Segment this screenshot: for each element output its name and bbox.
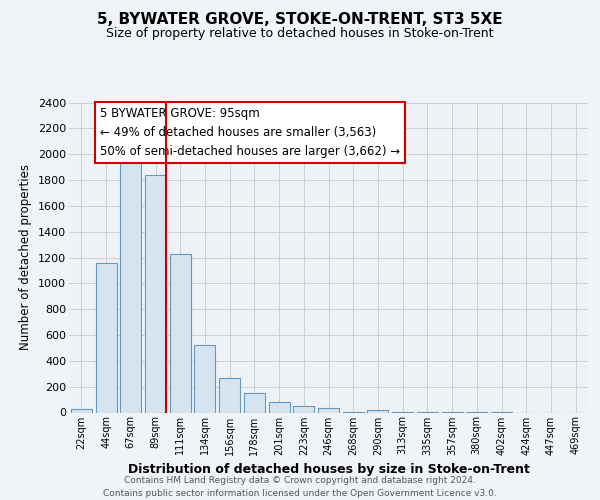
Bar (71, 410, 92, 412)
Bar (367, 410, 388, 412)
Bar (244, 394, 265, 412)
Text: 5 BYWATER GROVE: 95sqm
← 49% of detached houses are smaller (3,563)
50% of semi-: 5 BYWATER GROVE: 95sqm ← 49% of detached… (100, 107, 400, 158)
Bar (95, 264, 116, 412)
Text: Contains HM Land Registry data © Crown copyright and database right 2024.
Contai: Contains HM Land Registry data © Crown c… (103, 476, 497, 498)
Bar (145, 175, 166, 412)
Bar (318, 408, 339, 412)
Bar (170, 254, 191, 412)
Bar (293, 406, 314, 412)
Y-axis label: Number of detached properties: Number of detached properties (19, 164, 32, 350)
Text: Size of property relative to detached houses in Stoke-on-Trent: Size of property relative to detached ho… (106, 28, 494, 40)
X-axis label: Distribution of detached houses by size in Stoke-on-Trent: Distribution of detached houses by size … (128, 463, 529, 476)
Text: 5, BYWATER GROVE, STOKE-ON-TRENT, ST3 5XE: 5, BYWATER GROVE, STOKE-ON-TRENT, ST3 5X… (97, 12, 503, 28)
Bar (120, 160, 141, 412)
Bar (269, 402, 290, 412)
Bar (219, 378, 240, 412)
Bar (194, 346, 215, 412)
